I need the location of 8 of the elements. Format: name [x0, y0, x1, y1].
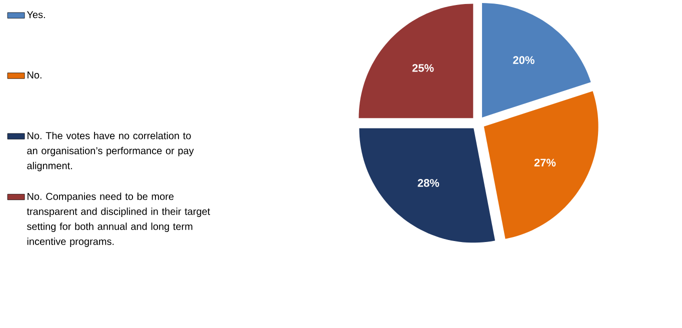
- legend-label: No. Companies need to be more transparent and disciplined in their target setting for both annual and long term incentive programs.: [26, 192, 210, 247]
- data-label: 25%: [412, 64, 434, 72]
- data-label: 20%: [513, 56, 534, 64]
- legend-label: No.: [28, 72, 42, 79]
- legend-label: No. The votes have no correlation to an organisation’s performance or pay alignment.: [27, 132, 194, 172]
- data-label: 28%: [418, 179, 440, 187]
- data-label: 27%: [534, 158, 556, 166]
- legend-label: Yes.: [26, 11, 45, 18]
